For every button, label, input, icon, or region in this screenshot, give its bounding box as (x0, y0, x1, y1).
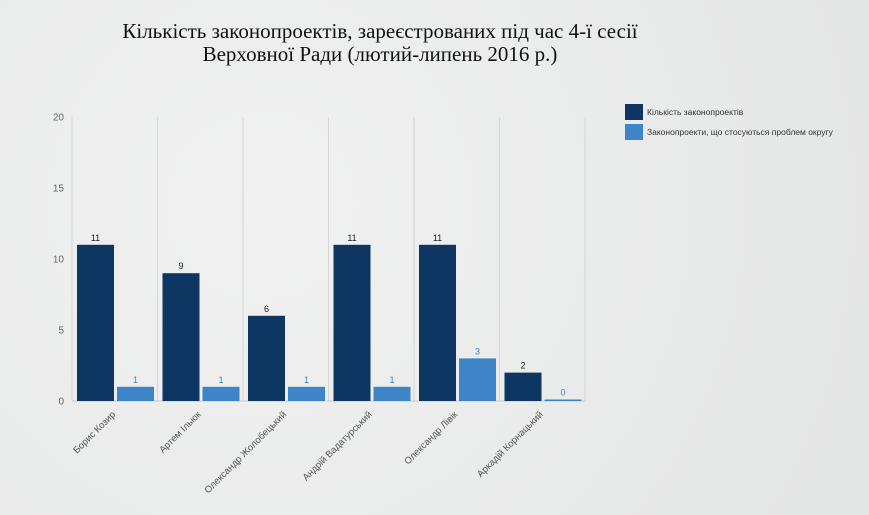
y-tick-label: 5 (58, 326, 64, 337)
x-tick-label: Андрій Вадатурський (301, 409, 375, 483)
data-label: 1 (218, 375, 223, 385)
data-label: 3 (475, 346, 480, 356)
legend-swatch-district (625, 124, 643, 140)
data-label: 1 (133, 375, 138, 385)
data-label: 1 (304, 375, 309, 385)
bar-district (117, 386, 154, 401)
x-tick-label: Олександр Лівік (402, 409, 460, 467)
legend-label-district: Законопроекти, що стосуються проблем окр… (647, 127, 833, 137)
data-label: 11 (91, 233, 100, 243)
legend-item-total[interactable]: Кількість законопроектів (625, 104, 833, 120)
chart-title: Кількість законопроектів, зареєстрованих… (60, 20, 700, 66)
x-tick-label: Борис Козир (71, 409, 118, 456)
bar-total (333, 244, 371, 401)
bar-total (504, 372, 542, 401)
bar-district (459, 358, 496, 401)
data-label: 11 (347, 233, 356, 243)
y-tick-label: 15 (53, 184, 65, 195)
data-label: 2 (520, 361, 525, 371)
chart-title-line-2: Верховної Ради (лютий-липень 2016 р.) (202, 42, 558, 66)
bar-total (77, 244, 114, 401)
bar-total (162, 273, 200, 401)
data-label: 0 (560, 388, 565, 398)
y-tick-label: 10 (53, 255, 65, 266)
data-label: 11 (433, 233, 442, 243)
y-tick-label: 0 (58, 397, 64, 408)
bar-total (248, 315, 285, 401)
x-tick-label: Олександр Жолобецький (202, 409, 289, 496)
legend-item-district[interactable]: Законопроекти, що стосуються проблем окр… (625, 124, 833, 140)
y-tick-label: 20 (53, 113, 65, 124)
bar-district (288, 386, 325, 401)
data-label: 9 (178, 261, 183, 271)
bar-district (373, 386, 411, 401)
bar-district (544, 399, 582, 401)
legend: Кількість законопроектів Законопроекти, … (625, 104, 833, 144)
data-label: 6 (264, 304, 269, 314)
chart-title-line-1: Кількість законопроектів, зареєстрованих… (122, 19, 638, 43)
x-tick-label: Аркадій Корнацький (475, 409, 545, 479)
x-tick-label: Артем Ільюк (157, 409, 204, 456)
legend-label-total: Кількість законопроектів (647, 107, 744, 117)
bar-district (202, 386, 240, 401)
bar-total (419, 244, 456, 401)
legend-swatch-total (625, 104, 643, 120)
data-label: 1 (389, 375, 394, 385)
